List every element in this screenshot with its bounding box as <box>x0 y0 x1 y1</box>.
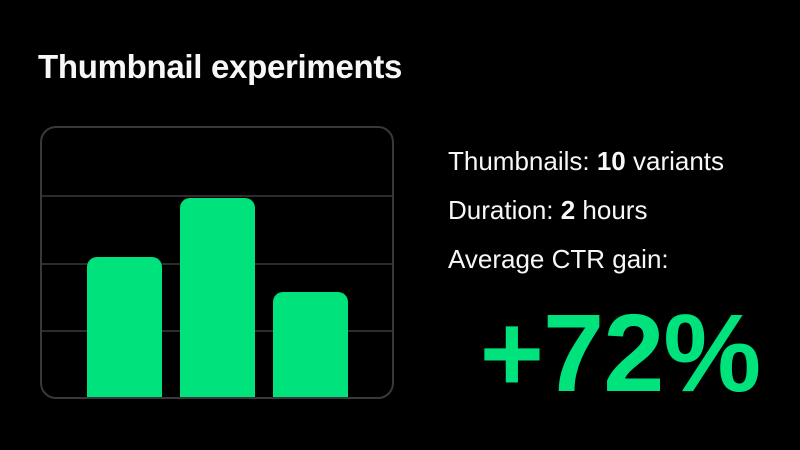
stat-duration-value: 2 <box>560 195 576 225</box>
gridline <box>42 195 392 198</box>
chart-bars <box>42 128 392 397</box>
stat-duration: Duration: 2 hours <box>448 196 792 224</box>
bar-chart <box>40 126 394 399</box>
stat-duration-suffix: hours <box>575 195 648 225</box>
stat-thumbnails-suffix: variants <box>625 146 725 176</box>
chart-bar <box>179 197 255 397</box>
chart-bar <box>272 292 348 397</box>
stat-thumbnails: Thumbnails: 10 variants <box>448 147 792 175</box>
stat-ctr-gain-label-text: Average CTR gain: <box>448 244 669 274</box>
stat-thumbnails-value: 10 <box>596 146 626 176</box>
ctr-gain-value: +72% <box>479 292 761 415</box>
stat-thumbnails-label: Thumbnails: <box>448 146 597 176</box>
stats-panel: Thumbnails: 10 variants Duration: 2 hour… <box>448 147 792 409</box>
page-title: Thumbnail experiments <box>38 48 403 85</box>
stat-ctr-gain-label: Average CTR gain: <box>448 245 792 273</box>
chart-bar <box>86 257 162 397</box>
stat-duration-label: Duration: <box>448 195 561 225</box>
